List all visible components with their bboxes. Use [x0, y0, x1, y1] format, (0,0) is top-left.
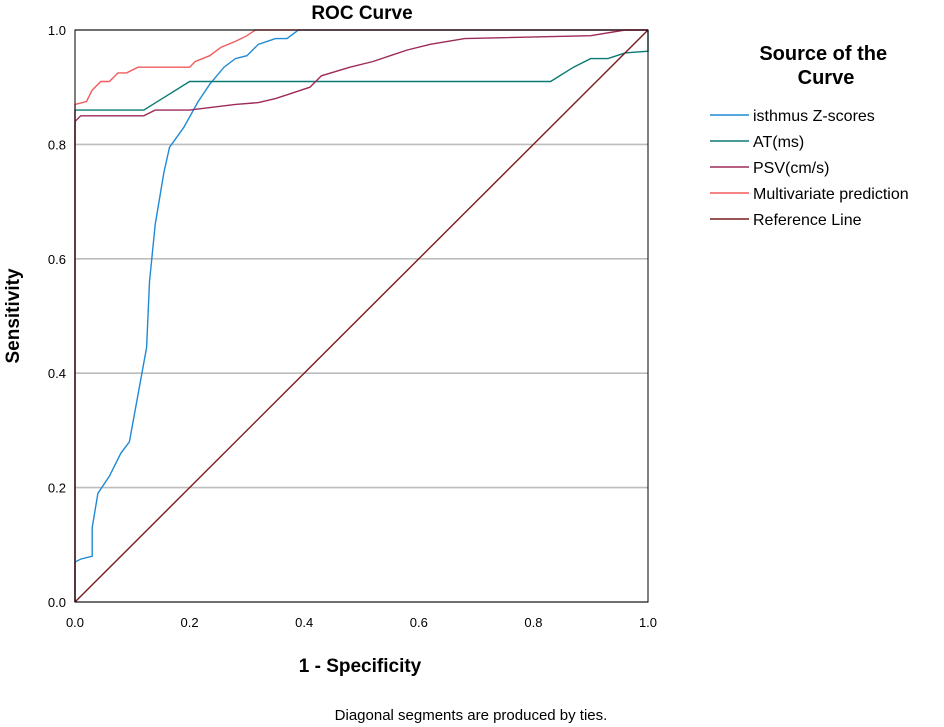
legend-title-line-1: Source of the — [759, 43, 887, 65]
series-line-isthmus-z-scores — [74, 29, 648, 602]
legend-label-reference-line: Reference Line — [753, 212, 862, 229]
series-line-multivariate-prediction — [74, 29, 648, 602]
plot-frame — [74, 29, 649, 603]
y-tick-label: 0.0 — [48, 595, 66, 610]
x-axis-label: 1 - Specificity — [299, 656, 422, 677]
chart-title: ROC Curve — [311, 3, 412, 24]
y-tick-label: 0.2 — [48, 481, 66, 496]
footnote: Diagonal segments are produced by ties. — [335, 707, 608, 724]
series-line-psv-cm-s — [74, 29, 648, 602]
x-tick-label: 0.0 — [66, 615, 84, 630]
series-line-reference-line — [74, 29, 649, 603]
x-tick-labels: 0.0 0.2 0.4 0.6 0.8 1.0 — [66, 615, 657, 630]
legend-title: Source of the Curve — [759, 43, 892, 89]
y-tick-label: 1.0 — [48, 23, 66, 38]
y-axis-label: Sensitivity — [3, 268, 24, 363]
legend-label-isthmus-z-scores: isthmus Z-scores — [753, 108, 875, 125]
legend-label-psv-cm-s: PSV(cm/s) — [753, 160, 829, 177]
x-tick-label: 0.2 — [181, 615, 199, 630]
plot-border — [74, 29, 649, 603]
y-tick-labels: 0.0 0.2 0.4 0.6 0.8 1.0 — [48, 23, 66, 610]
x-tick-label: 0.6 — [410, 615, 428, 630]
x-tick-label: 1.0 — [639, 615, 657, 630]
legend: Source of the Curve isthmus Z-scores AT(m… — [710, 43, 909, 229]
series-lines — [74, 29, 649, 603]
legend-label-multivariate-prediction: Multivariate prediction — [753, 186, 909, 203]
x-tick-label: 0.8 — [524, 615, 542, 630]
y-tick-label: 0.6 — [48, 252, 66, 267]
legend-label-at-ms: AT(ms) — [753, 134, 804, 151]
x-tick-label: 0.4 — [295, 615, 313, 630]
y-tick-label: 0.4 — [48, 366, 66, 381]
legend-title-line-2: Curve — [798, 67, 855, 89]
y-tick-label: 0.8 — [48, 137, 66, 152]
